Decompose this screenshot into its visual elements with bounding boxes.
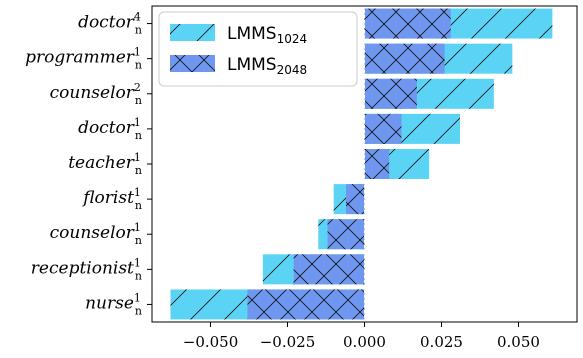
bar-lmms2048-7-hatch bbox=[293, 254, 365, 285]
y-tick-label: counselor1 n bbox=[50, 221, 142, 247]
bar-lmms2048-6-hatch bbox=[327, 219, 365, 250]
x-tick-label: −0.050 bbox=[183, 333, 239, 351]
bar-lmms2048-5-hatch bbox=[346, 184, 365, 215]
x-tick-label: 0.050 bbox=[497, 333, 540, 351]
legend-swatch-hatch bbox=[170, 24, 215, 41]
y-tick-label: counselor2 n bbox=[50, 81, 142, 107]
y-tick-label: doctor4 n bbox=[78, 11, 142, 37]
legend-label: LMMS2048 bbox=[227, 55, 307, 77]
y-tick-label: nurse1 n bbox=[85, 291, 142, 317]
bar-lmms2048-3-hatch bbox=[364, 113, 402, 144]
legend: LMMS1024 LMMS2048 bbox=[158, 11, 358, 87]
bar-lmms2048-8-hatch bbox=[247, 289, 365, 320]
bar-lmms2048-2-hatch bbox=[364, 78, 417, 109]
bars-group bbox=[170, 8, 553, 320]
bar-lmms2048-1-hatch bbox=[364, 43, 445, 74]
y-tick-label: doctor1 n bbox=[78, 116, 142, 142]
x-tick-label: 0.000 bbox=[343, 333, 386, 351]
bar-lmms2048-4-hatch bbox=[364, 149, 390, 179]
x-tick-label: 0.025 bbox=[420, 333, 463, 351]
y-tick-label: programmer1 n bbox=[25, 46, 142, 72]
x-axis: −0.050 −0.025 0.000 0.025 0.050 bbox=[183, 322, 540, 351]
legend-label: LMMS1024 bbox=[227, 24, 307, 46]
bar-lmms2048-0-hatch bbox=[364, 8, 451, 39]
y-tick-label: teacher1 n bbox=[68, 151, 142, 177]
x-tick-label: −0.025 bbox=[260, 333, 316, 351]
y-tick-label: receptionist1 n bbox=[31, 256, 142, 282]
y-tick-label: florist1 n bbox=[81, 186, 142, 212]
legend-swatch-hatch bbox=[170, 55, 215, 72]
y-axis-labels: doctor4 n programmer1 n counselor2 n doctor1 n t… bbox=[25, 11, 152, 317]
